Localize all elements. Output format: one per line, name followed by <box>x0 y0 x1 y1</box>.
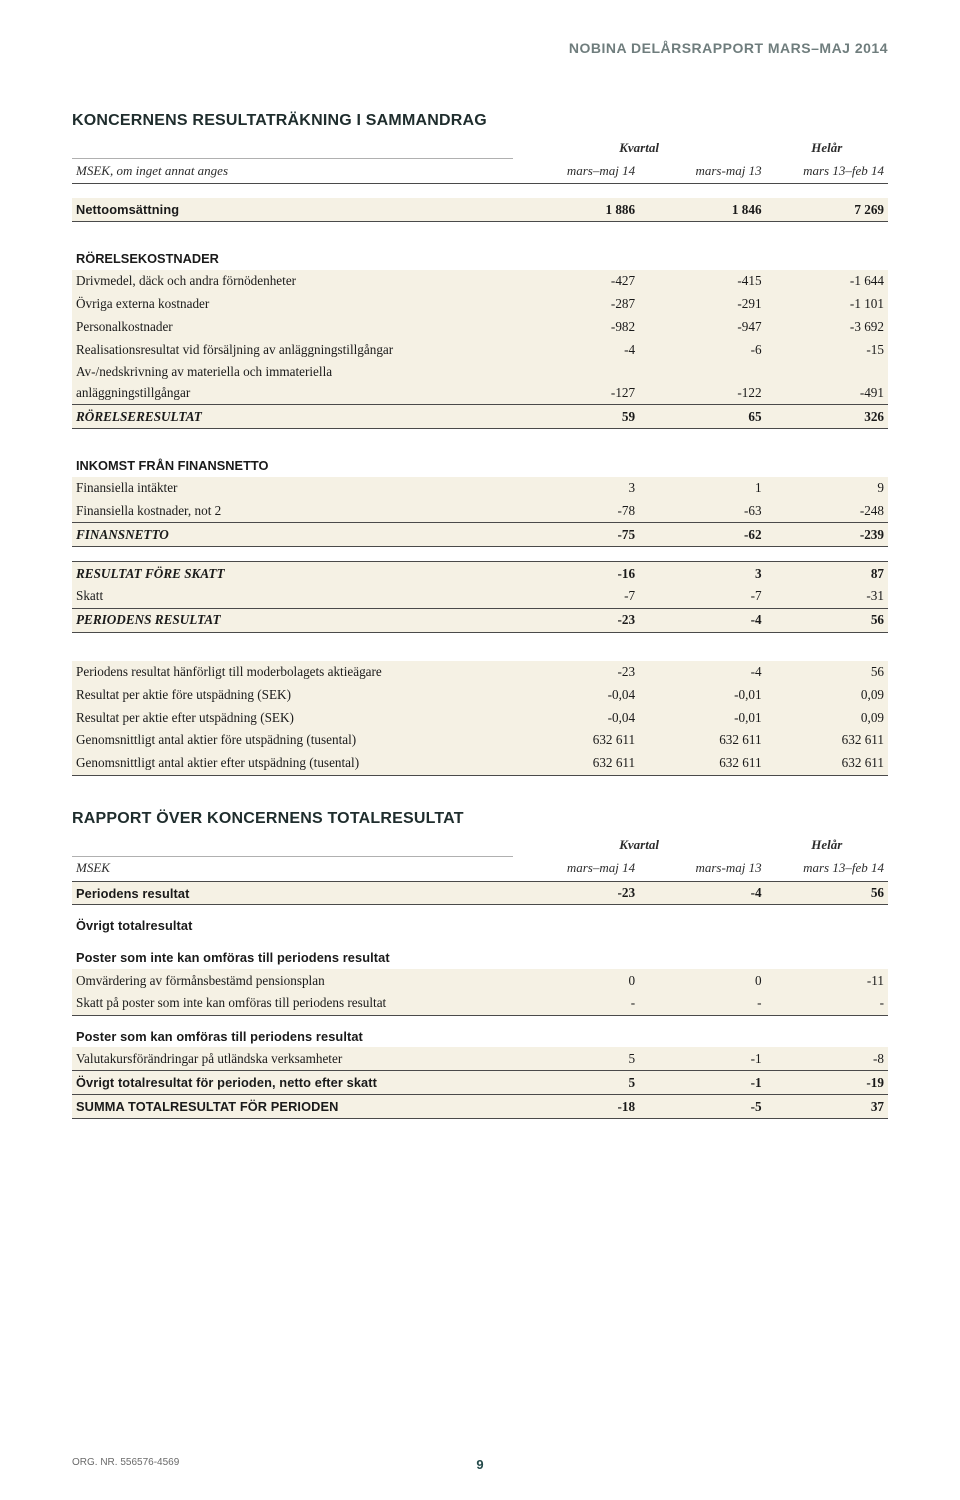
row-periodens-resultat: PERIODENS RESULTAT-23-456 <box>72 608 888 632</box>
table-row: Genomsnittligt antal aktier efter utspäd… <box>72 752 888 775</box>
helar-label-2: Helår <box>811 837 842 852</box>
table-row: Övriga externa kostnader-287-291-1 101 <box>72 292 888 315</box>
table-row: Finansiella kostnader, not 2-78-63-248 <box>72 499 888 522</box>
row-netto: Nettoomsättning1 8861 8467 269 <box>72 198 888 221</box>
row-ovrigt-total: Övrigt totalresultat för perioden, netto… <box>72 1071 888 1095</box>
table-row: Skatt-7-7-31 <box>72 585 888 608</box>
row-rorelseresultat: RÖRELSERESULTAT5965326 <box>72 405 888 429</box>
table-row: Genomsnittligt antal aktier före utspädn… <box>72 729 888 752</box>
page-number: 9 <box>72 1457 888 1472</box>
section-title-1: KONCERNENS RESULTATRÄKNING I SAMMANDRAG <box>72 112 888 130</box>
table-row: Personalkostnader-982-947-3 692 <box>72 315 888 338</box>
table-row: anläggningstillgångar-127-122-491 <box>72 381 888 404</box>
row-ovrigt-head: Övrigt totalresultat <box>72 905 888 937</box>
table-row: Realisationsresultat vid försäljning av … <box>72 338 888 361</box>
col-c1-2: mars–maj 14 <box>513 856 639 881</box>
table-row: Drivmedel, däck och andra förnödenheter-… <box>72 270 888 293</box>
row-inkomst-head: INKOMST FRÅN FINANSNETTO <box>72 443 888 477</box>
row-periodens-resultat-2: Periodens resultat-23-456 <box>72 881 888 905</box>
col-msek: MSEK, om inget annat anges <box>72 159 513 184</box>
table-row: Valutakursförändringar på utländska verk… <box>72 1047 888 1070</box>
col-c1: mars–maj 14 <box>513 159 639 184</box>
table-row: Finansiella intäkter319 <box>72 477 888 500</box>
income-statement-table: Kvartal Helår MSEK, om inget annat anges… <box>72 136 888 776</box>
table-row: Skatt på poster som inte kan omföras til… <box>72 992 888 1015</box>
comprehensive-income-table: Kvartal Helår MSEK mars–maj 14 mars-maj … <box>72 834 888 1119</box>
page-footer: ORG. NR. 556576-4569 9 <box>72 1457 888 1468</box>
table-row: Omvärdering av förmånsbestämd pensionspl… <box>72 969 888 992</box>
kvartal-label-2: Kvartal <box>619 837 659 852</box>
helar-label: Helår <box>811 140 842 155</box>
kvartal-label: Kvartal <box>619 140 659 155</box>
col-c2-2: mars-maj 13 <box>639 856 765 881</box>
row-finansnetto: FINANSNETTO-75-62-239 <box>72 523 888 547</box>
row-poster-inte-head: Poster som inte kan omföras till periode… <box>72 937 888 969</box>
col-msek-2: MSEK <box>72 856 513 881</box>
page-header: NOBINA DELÅRSRAPPORT MARS–MAJ 2014 <box>72 40 888 56</box>
table-row: Av-/nedskrivning av materiella och immat… <box>72 361 888 381</box>
table-row: Periodens resultat hänförligt till moder… <box>72 661 888 684</box>
row-rorelsekostnader-head: RÖRELSEKOSTNADER <box>72 236 888 270</box>
row-summa: SUMMA TOTALRESULTAT FÖR PERIODEN-18-537 <box>72 1095 888 1119</box>
table-row: Resultat per aktie efter utspädning (SEK… <box>72 706 888 729</box>
col-c2: mars-maj 13 <box>639 159 765 184</box>
col-c3-2: mars 13–feb 14 <box>766 856 888 881</box>
table-row: Resultat per aktie före utspädning (SEK)… <box>72 683 888 706</box>
row-poster-kan-head: Poster som kan omföras till periodens re… <box>72 1015 888 1047</box>
col-c3: mars 13–feb 14 <box>766 159 888 184</box>
row-resultat-fore-skatt: RESULTAT FÖRE SKATT-16387 <box>72 562 888 585</box>
section-title-2: RAPPORT ÖVER KONCERNENS TOTALRESULTAT <box>72 810 888 828</box>
